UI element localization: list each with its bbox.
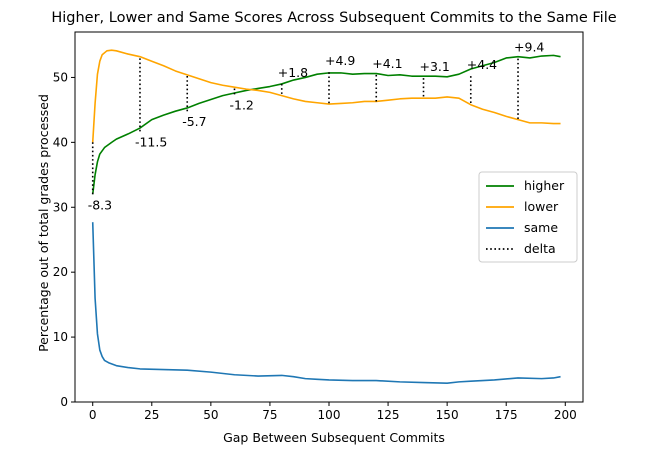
legend-label-same: same	[524, 220, 558, 235]
delta-label: -5.7	[182, 114, 206, 129]
x-tick-label: 100	[318, 408, 341, 422]
y-tick-label: 30	[53, 200, 68, 214]
delta-label: -8.3	[88, 197, 112, 212]
y-tick-label: 10	[53, 330, 68, 344]
y-tick-label: 20	[53, 265, 68, 279]
series-line-same	[91, 222, 561, 384]
legend-box	[478, 171, 578, 263]
legend-label-delta: delta	[524, 241, 556, 256]
chart-title: Higher, Lower and Same Scores Across Sub…	[51, 10, 616, 26]
legend-label-higher: higher	[524, 178, 565, 193]
x-tick-label: 25	[144, 408, 159, 422]
legend: higher lower same delta	[478, 171, 578, 263]
y-axis-label: Percentage out of total grades processed	[36, 94, 51, 352]
x-tick-label: 175	[495, 408, 518, 422]
legend-label-lower: lower	[524, 199, 559, 214]
x-tick-label: 75	[262, 408, 277, 422]
delta-label: +1.8	[278, 65, 308, 80]
delta-label: +4.9	[325, 53, 355, 68]
x-axis-label: Gap Between Subsequent Commits	[223, 430, 445, 445]
x-tick-label: 0	[89, 408, 97, 422]
x-tick-label: 50	[203, 408, 218, 422]
y-tick-label: 0	[60, 395, 68, 409]
series-line-lower	[91, 49, 561, 143]
delta-label: -11.5	[135, 134, 167, 149]
plot-area: -8.3 -11.5 -5.7 -1.2 +1.8 +4.9 +4.1 +3.1 +4.4 +9.…	[53, 31, 584, 422]
y-tick-label: 50	[53, 70, 68, 84]
delta-label: +9.4	[514, 40, 544, 55]
delta-label: +3.1	[420, 59, 450, 74]
series-line-higher	[91, 54, 561, 195]
delta-label: +4.1	[372, 56, 402, 71]
x-tick-label: 125	[377, 408, 400, 422]
x-tick-label: 150	[436, 408, 459, 422]
delta-label: +4.4	[467, 57, 497, 72]
x-tick-label: 200	[554, 408, 577, 422]
y-tick-label: 40	[53, 135, 68, 149]
delta-label: -1.2	[229, 97, 253, 112]
